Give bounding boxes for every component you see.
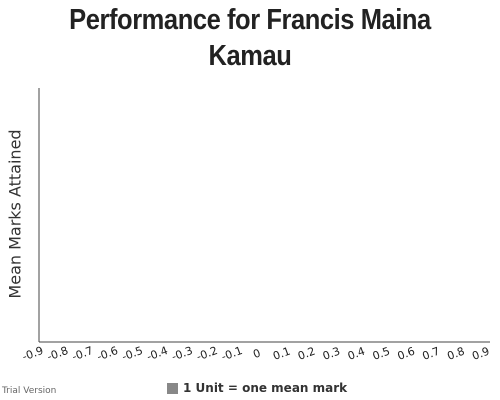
x-tick-label: -0.1 <box>220 344 245 364</box>
x-tick-label: -0.7 <box>70 344 95 364</box>
x-tick-label: -0.6 <box>95 344 120 364</box>
x-tick-label: -0.3 <box>170 344 195 364</box>
x-tick-label: -0.9 <box>20 344 45 364</box>
legend-swatch <box>167 382 178 394</box>
x-tick-label: -0.5 <box>120 344 145 364</box>
x-tick-label: 0.1 <box>271 345 292 363</box>
x-tick-label: 0.9 <box>470 345 491 363</box>
x-tick-label: -0.8 <box>45 344 70 364</box>
x-tick-label: 0.8 <box>445 345 466 363</box>
trial-version-note: Trial Version <box>2 386 57 396</box>
x-tick-label: 0.5 <box>371 345 392 363</box>
x-tick-label: 0.3 <box>321 345 342 363</box>
x-tick-label: 0 <box>251 346 262 361</box>
legend: 1 Unit = one mean mark <box>167 381 347 395</box>
x-tick-label: 0.7 <box>421 345 442 363</box>
x-tick-label: 0.4 <box>346 345 367 363</box>
x-tick-label: -0.4 <box>145 344 170 364</box>
x-tick-label: -0.2 <box>195 344 220 364</box>
x-tick-label: 0.6 <box>396 345 417 363</box>
legend-label: 1 Unit = one mean mark <box>183 381 348 395</box>
x-tick-label: 0.2 <box>296 345 317 363</box>
chart-title: Performance for Francis Maina Kamau <box>69 4 431 72</box>
x-tick-labels: -0.9 -0.8 -0.7 -0.6 -0.5 -0.4 -0.3 -0.2 -0.1 0 0.1… <box>20 344 491 364</box>
